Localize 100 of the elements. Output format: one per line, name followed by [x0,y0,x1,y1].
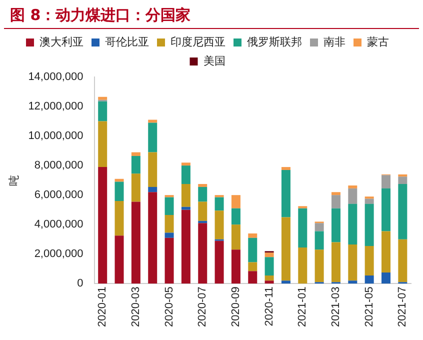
legend-label: 哥伦比亚 [105,36,149,49]
bar [264,257,274,276]
bar [98,96,108,100]
y-tick-label: 4,000,000 [34,218,84,231]
bar [298,208,308,248]
bar [231,195,240,208]
bar [164,232,174,238]
bar [264,280,274,284]
bar [231,224,240,250]
bar [381,272,390,284]
bar [314,223,324,232]
bar [264,276,274,281]
bar [214,197,224,211]
bar [364,204,374,246]
bar [198,220,208,224]
bar [314,250,324,282]
bar [198,186,208,202]
bar [298,247,308,284]
bar [248,238,258,262]
bar [314,231,324,250]
bar [164,197,174,215]
bar [98,121,108,168]
y-tick-label: 8,000,000 [34,160,84,172]
bar [131,156,140,174]
bar [364,246,374,276]
bar [114,178,124,182]
bar [131,174,140,202]
bar [214,210,224,240]
bar [148,120,158,123]
bar [348,280,358,284]
bar [214,240,224,284]
x-tick-label: 2021-03 [330,286,342,328]
bar [198,184,208,187]
bar [248,233,258,238]
bar [164,215,174,233]
bar [148,192,158,284]
x-tick-label: 2021-05 [363,286,376,328]
bar [331,242,340,282]
bar [181,166,190,184]
bar [248,271,258,284]
bar [398,176,408,184]
y-tick-label: 6,000,000 [34,189,84,202]
bar [181,206,190,210]
bar [381,231,390,273]
y-tick-label: 12,000,000 [28,100,84,113]
x-tick-label: 2021-07 [396,286,409,328]
bar [231,250,240,284]
bar [381,175,390,188]
y-tick-label: 0 [77,278,84,290]
bar [381,188,390,232]
bar [114,182,124,201]
x-tick-label: 2020-07 [196,286,209,328]
bar [348,188,358,204]
bar [181,184,190,207]
bar [281,167,290,170]
bar [164,238,174,284]
bar [331,208,340,242]
bar [181,210,190,284]
bar [364,198,374,204]
bar [398,239,408,282]
bar [348,204,358,245]
bar [148,186,158,192]
bar [131,202,140,284]
bar [348,244,358,281]
bar [264,252,274,258]
bar [248,262,258,272]
bar [281,170,290,218]
legend-label: 蒙古 [367,36,389,49]
bar [114,200,124,236]
x-tick-label: 2021-01 [296,286,309,328]
bar [398,184,408,240]
bar [114,236,124,284]
legend-label: 印度尼西亚 [170,36,226,49]
bar [364,276,374,284]
bar [281,280,290,284]
legend-label: 澳大利亚 [40,36,84,49]
bar [231,208,240,225]
bar [331,192,340,196]
bar [198,223,208,284]
x-tick-label: 2020-11 [263,286,276,326]
bar [331,195,340,208]
bar [198,202,208,221]
bar [348,185,358,188]
y-tick-label: 14,000,000 [28,71,84,84]
bar [98,167,108,284]
bar [398,174,408,177]
legend-label: 南非 [324,36,346,49]
y-tick-label: 2,000,000 [34,248,84,260]
legend-label: 俄罗斯联邦 [247,36,302,49]
bar [98,101,108,122]
bar [148,122,158,152]
bar [181,162,190,166]
x-tick-label: 2020-03 [130,286,142,328]
chart-title: 图 8：动力煤进口：分国家 [4,0,419,29]
bar [281,217,290,281]
x-tick-label: 2020-05 [163,286,176,328]
x-tick-label: 2020-01 [96,286,109,328]
y-axis-title: 吨 [8,174,21,186]
bar [148,152,158,187]
y-tick-label: 10,000,000 [28,130,84,142]
